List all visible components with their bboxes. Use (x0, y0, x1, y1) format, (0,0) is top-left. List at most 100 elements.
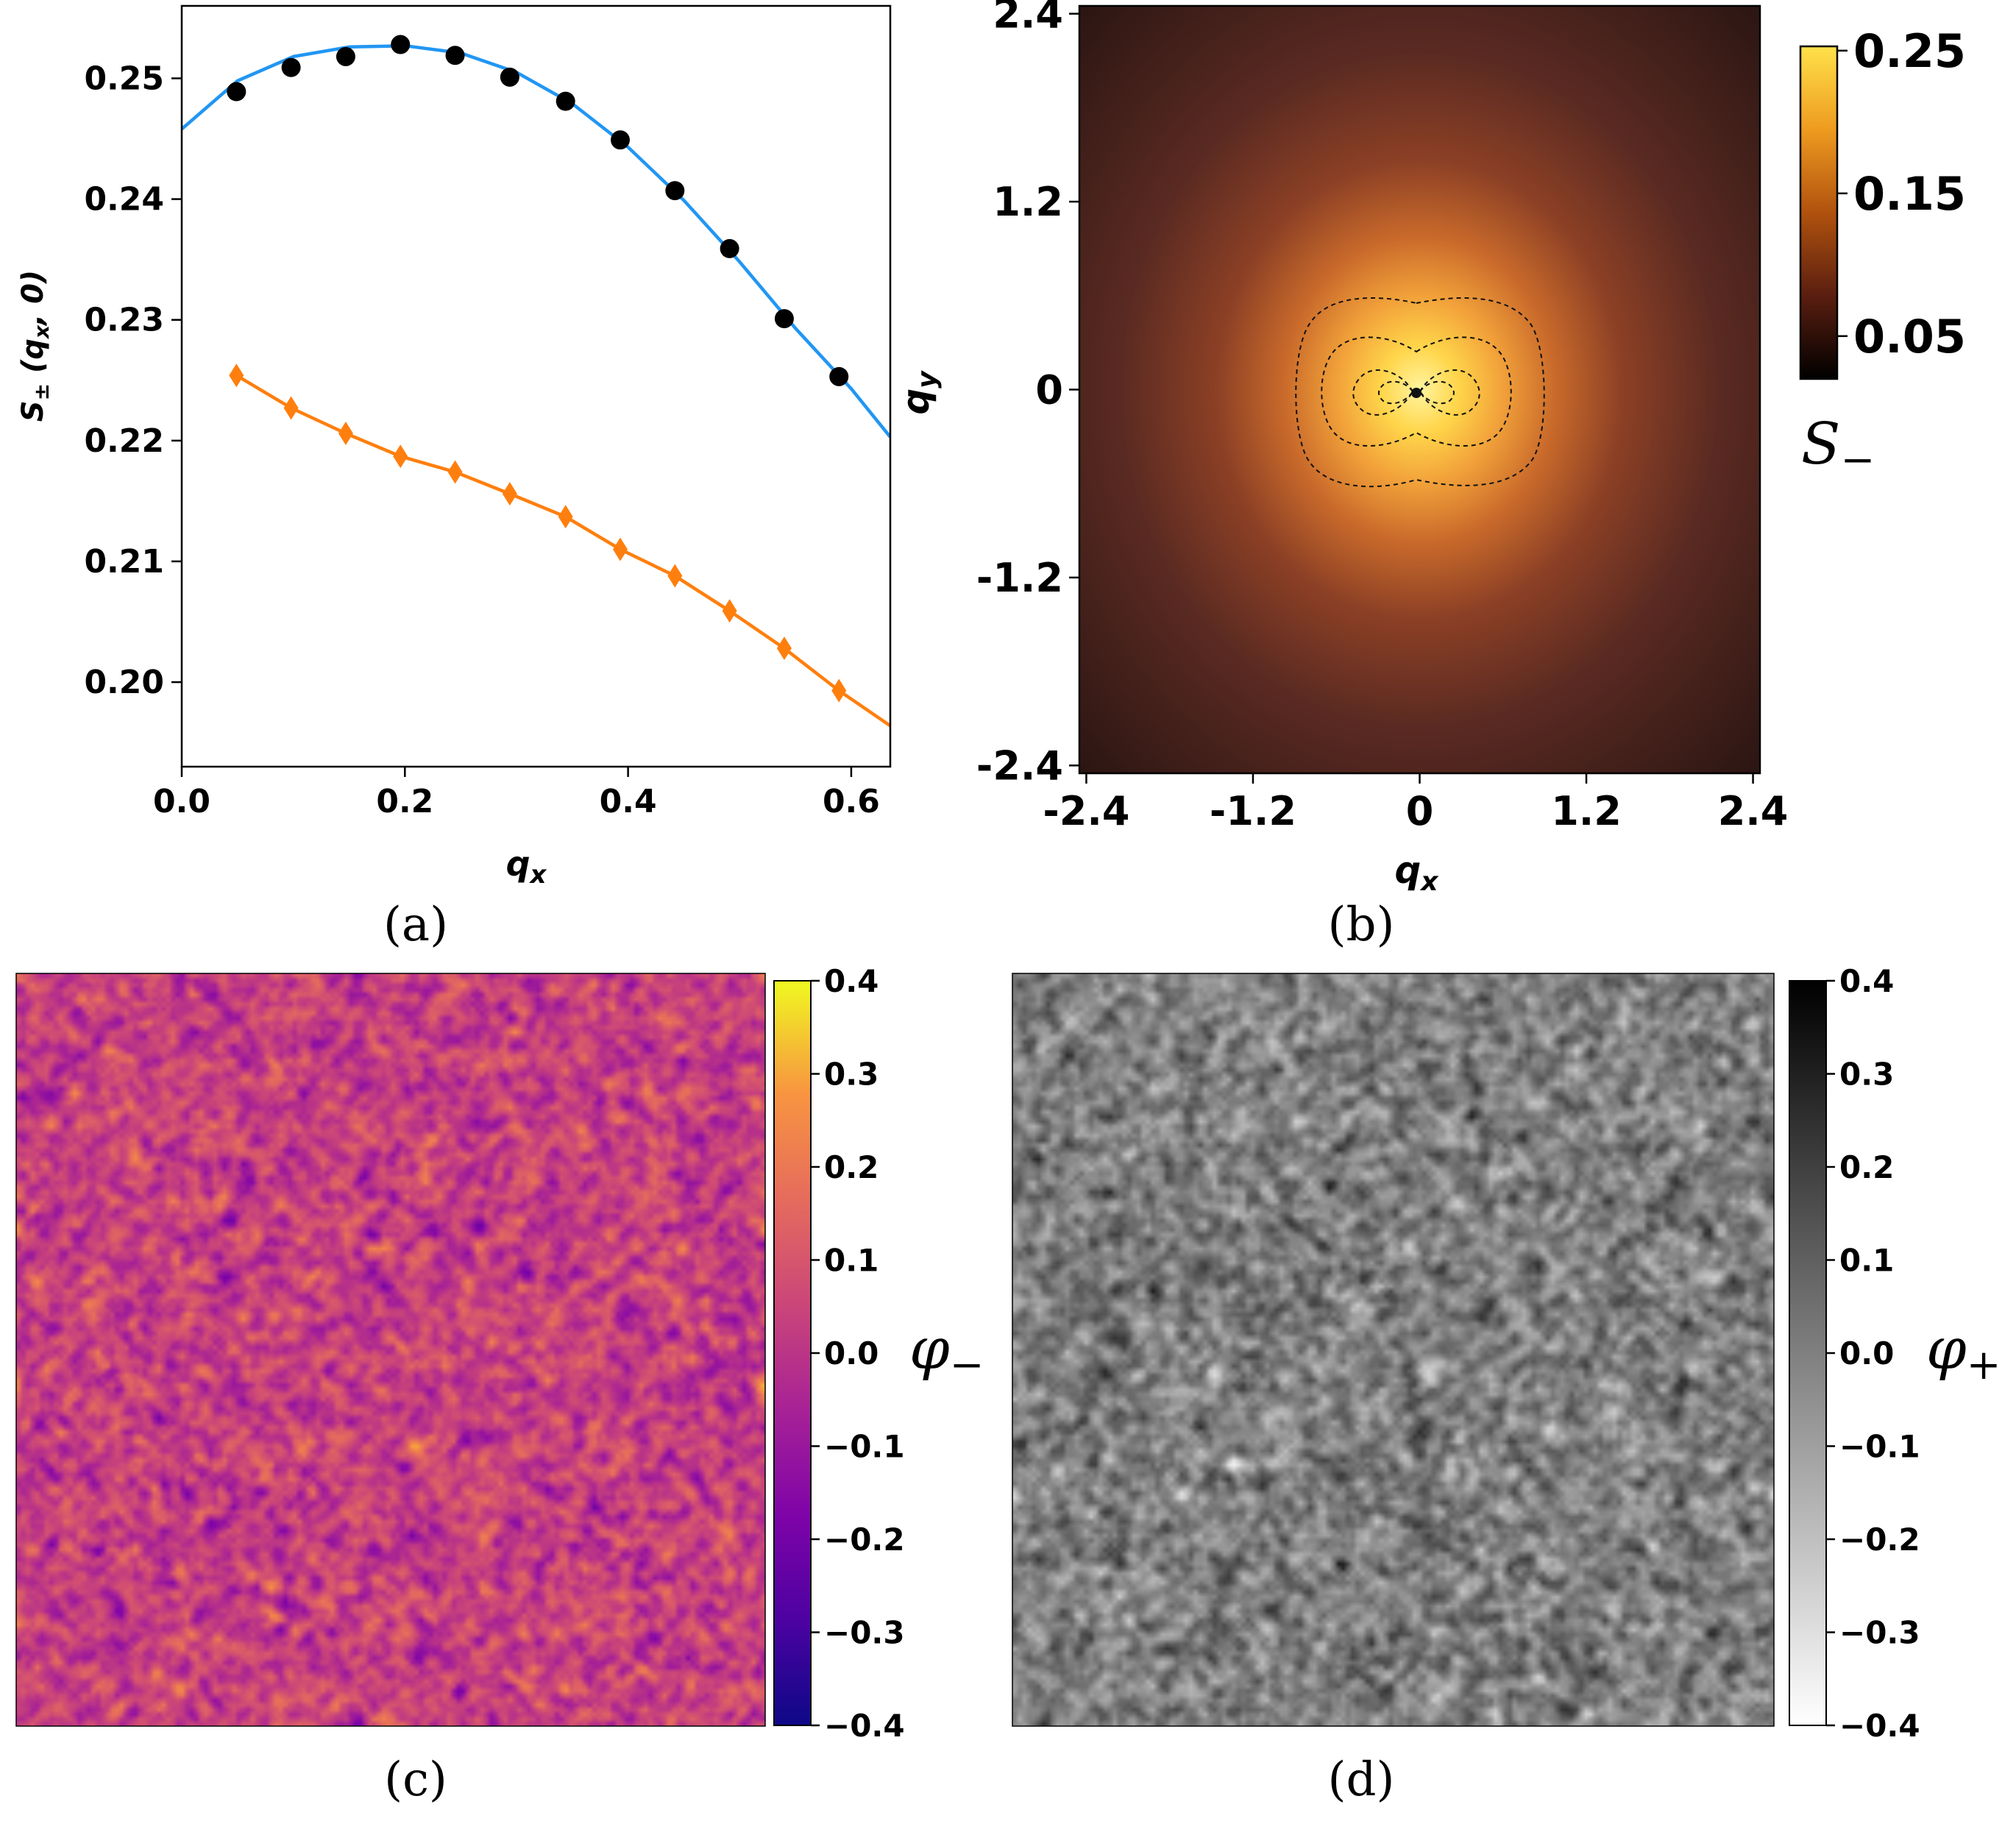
data-point-S_minus_data (391, 35, 411, 54)
data-point-S_minus_data (500, 67, 519, 87)
panel-c-image (16, 973, 765, 1726)
panel-b-contours (1295, 297, 1545, 488)
data-point-S_minus_data (665, 181, 685, 201)
panel-b-ytick-label: 2.4 (993, 0, 1063, 38)
colorbar-tick-label: −0.4 (824, 1708, 905, 1744)
colorbar-tick-label: −0.4 (1839, 1708, 1920, 1744)
data-point-S_plus (502, 482, 517, 506)
panel-b-colorbar-tick-label: 0.05 (1853, 310, 1966, 363)
panel-b-xtick-label: 1.2 (1551, 788, 1622, 834)
data-point-S_plus (612, 537, 628, 561)
panel-a-y-axis: 0.20 0.21 0.22 0.23 0.24 0.25 (84, 60, 182, 701)
panel-d-colorbar-label: φ+ (1926, 1316, 2001, 1389)
panel-c-colorbar-ticks: 0.4 0.3 0.2 0.1 0.0 −0.1 −0.2 −0.3 −0.4 (811, 963, 905, 1744)
panel-c-field-map: 0.4 0.3 0.2 0.1 0.0 −0.1 −0.2 −0.3 −0.4 φ− (c) (15, 963, 984, 1807)
panel-b-xtick-label: -1.2 (1210, 788, 1296, 834)
panel-b-xtick-label: 2.4 (1718, 788, 1789, 834)
contour-core-right (1419, 380, 1455, 405)
panel-d-field-map: 0.4 0.3 0.2 0.1 0.0 −0.1 −0.2 −0.3 −0.4 φ+ (d) (1012, 963, 2001, 1807)
series-line-S_plus (235, 374, 890, 728)
panel-b-xlabel: qx (1394, 849, 1439, 897)
panel-b-colorbar-label: S− (1801, 411, 1875, 484)
data-point-S_plus (338, 422, 353, 446)
panel-a-x-axis: 0.0 0.2 0.4 0.6 (153, 767, 880, 820)
colorbar-tick-label: −0.2 (824, 1522, 905, 1558)
contour-mid (1321, 336, 1512, 447)
contour-core-left (1378, 380, 1414, 405)
data-point-S_minus_data (445, 46, 465, 65)
panel-c-colorbar (773, 980, 812, 1726)
data-point-S_minus_data (610, 130, 630, 150)
panel-a-xtick-label: 0.6 (823, 783, 880, 820)
panel-a-ylabel: S± (qx, 0) (16, 270, 54, 422)
data-point-S_minus_data (227, 82, 246, 102)
colorbar-tick-label: −0.3 (824, 1615, 905, 1651)
panel-a-xtick-label: 0.4 (600, 783, 657, 820)
contour-outer (1295, 297, 1545, 488)
data-point-S_plus (229, 363, 244, 388)
data-point-S_plus (667, 564, 683, 588)
panel-a-xtick-label: 0.2 (376, 783, 433, 820)
colorbar-tick-label: 0.3 (1839, 1057, 1894, 1093)
panel-c-label: (c) (384, 1753, 447, 1807)
panel-b-ytick-label: 1.2 (993, 179, 1063, 225)
panel-d-image (1012, 973, 1774, 1726)
panel-b-ytick-label: -2.4 (976, 742, 1063, 789)
panel-b-x-axis: -2.4 -1.2 0 1.2 2.4 (1043, 773, 1788, 834)
data-point-S_minus_data (720, 238, 739, 258)
colorbar-tick-label: −0.3 (1839, 1615, 1920, 1651)
series-line-S_minus_fit (182, 43, 890, 439)
colorbar-tick-label: −0.2 (1839, 1522, 1920, 1558)
colorbar-tick-label: 0.2 (1839, 1149, 1894, 1185)
colorbar-tick-label: −0.1 (824, 1429, 905, 1465)
panel-d-colorbar (1789, 980, 1827, 1726)
data-point-S_minus_data (281, 57, 301, 77)
colorbar-tick-label: 0.3 (824, 1057, 879, 1093)
panel-a-ytick-label: 0.24 (84, 181, 164, 219)
data-point-S_plus (447, 460, 463, 484)
panel-b-ytick-label: 0 (1035, 367, 1063, 414)
data-point-S_plus (393, 444, 408, 469)
data-point-S_plus (558, 505, 573, 529)
panel-b-colorbar-tick-label: 0.25 (1853, 24, 1966, 78)
colorbar-tick-label: 0.0 (824, 1335, 879, 1371)
panel-b-label: (b) (1328, 898, 1395, 952)
panel-b-ylabel: qy (895, 370, 943, 415)
panel-d-label: (d) (1328, 1753, 1395, 1807)
panel-c-frame (15, 973, 766, 1727)
colorbar-tick-label: 0.1 (824, 1243, 879, 1279)
colorbar-tick-label: 0.2 (824, 1149, 879, 1185)
colorbar-tick-label: 0.4 (824, 963, 879, 999)
panel-a-ytick-label: 0.20 (84, 664, 164, 701)
panel-b-colorbar-ticks: 0.05 0.15 0.25 (1837, 24, 1966, 363)
panel-b-colorbar (1799, 45, 1839, 380)
data-point-S_plus (831, 678, 847, 703)
panel-b-y-axis: -2.4 -1.2 0 1.2 2.4 (976, 0, 1079, 789)
panel-a-xtick-label: 0.0 (153, 783, 210, 820)
panel-b-heatmap: -2.4 -1.2 0 1.2 2.4 -2.4 -1.2 0 1.2 2.4 qx qy 0.… (895, 0, 1966, 952)
data-point-S_plus (776, 636, 792, 661)
panel-a-ytick-label: 0.23 (84, 302, 164, 339)
panel-d-colorbar-ticks: 0.4 0.3 0.2 0.1 0.0 −0.1 −0.2 −0.3 −0.4 (1826, 963, 1920, 1744)
panel-b-xtick-label: 0 (1406, 788, 1434, 834)
colorbar-tick-label: 0.4 (1839, 963, 1894, 999)
panel-a-label: (a) (383, 898, 448, 952)
panel-c-colorbar-label: φ− (909, 1316, 984, 1389)
data-point-S_minus_data (774, 309, 794, 329)
data-point-S_minus_data (829, 366, 849, 386)
panel-b-ytick-label: -1.2 (976, 555, 1063, 601)
panel-a-frame (180, 4, 892, 768)
panel-a-xlabel: qx (506, 844, 547, 890)
data-point-S_plus (283, 396, 299, 420)
panel-d-frame (1012, 973, 1775, 1727)
data-point-S_minus_data (336, 46, 355, 66)
panel-a-ytick-label: 0.25 (84, 60, 164, 97)
data-point-S_minus_data (556, 91, 575, 111)
panel-b-colorbar-tick-label: 0.15 (1853, 167, 1966, 221)
panel-b-center-point (1411, 388, 1422, 398)
colorbar-tick-label: 0.0 (1839, 1335, 1894, 1371)
panel-b-xtick-label: -2.4 (1043, 788, 1129, 834)
panel-a-ytick-label: 0.22 (84, 422, 164, 460)
colorbar-tick-label: 0.1 (1839, 1243, 1894, 1279)
